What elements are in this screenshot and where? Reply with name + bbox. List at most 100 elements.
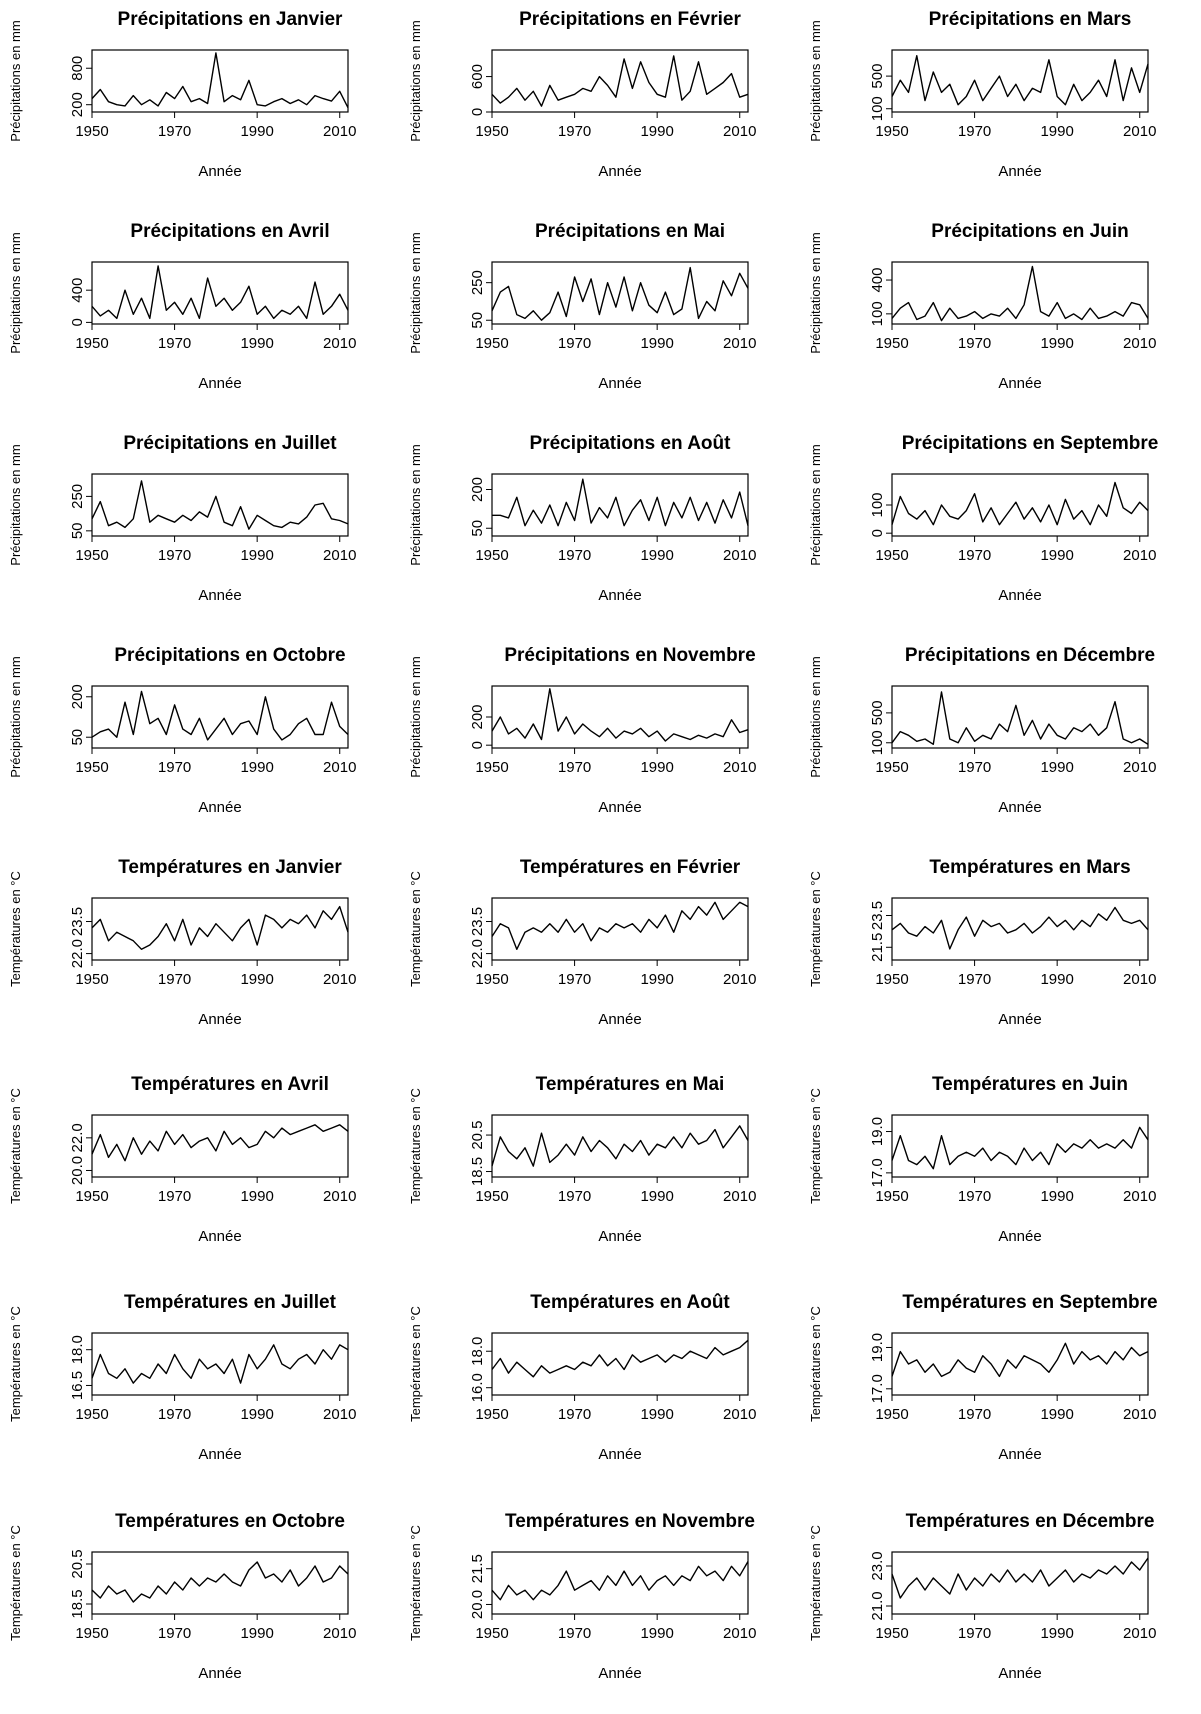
x-axis-label: Année: [598, 1011, 641, 1028]
x-tick-label: 1970: [558, 335, 591, 352]
y-tick-label: 500: [869, 700, 886, 725]
series-line: [891, 481, 1149, 526]
x-tick-label: 1990: [640, 123, 673, 140]
plot-frame: [891, 1332, 1149, 1396]
x-tick-label: 1970: [958, 759, 991, 776]
plot-frame: [891, 685, 1149, 749]
chart-svg: Précipitations en Novembre 1950 1970 1990 20…: [408, 645, 756, 816]
y-tick-label: 22.0: [69, 939, 86, 968]
x-tick-label: 2010: [1123, 123, 1156, 140]
chart-svg: Précipitations en Mars 1950 1970 1990 2010 10…: [808, 9, 1156, 180]
x-tick-label: 2010: [323, 1625, 356, 1642]
x-axis-label: Année: [598, 587, 641, 604]
series-line: [91, 1344, 349, 1384]
y-axis-label: Précipitations en mm: [8, 232, 23, 353]
y-axis-label: Précipitations en mm: [8, 656, 23, 777]
y-tick-label: 250: [69, 484, 86, 509]
y-axis-label: Précipitations en mm: [8, 444, 23, 565]
x-tick-label: 1970: [158, 759, 191, 776]
chart-title: Précipitations en Février: [519, 9, 741, 30]
plot-frame: [491, 1551, 749, 1615]
y-tick-label: 50: [69, 522, 86, 539]
x-tick-label: 1970: [558, 971, 591, 988]
x-tick-label: 1970: [158, 335, 191, 352]
x-tick-label: 1970: [158, 1406, 191, 1423]
y-tick-label: 50: [469, 520, 486, 537]
series-line: [91, 1124, 349, 1162]
y-tick-label: 19.0: [869, 1117, 886, 1146]
x-tick-label: 2010: [323, 547, 356, 564]
chart-title: Températures en Octobre: [115, 1511, 345, 1532]
chart-panel-11: Précipitations en Novembre 1950 1970 1990 20…: [400, 636, 800, 848]
chart-panel-16: Températures en Avril 1950 1970 1990 2010 20.…: [0, 1065, 400, 1277]
series-line: [891, 691, 1149, 746]
y-axis-label: Températures en °C: [8, 1088, 23, 1204]
x-tick-label: 1970: [558, 1625, 591, 1642]
chart-panel-7: Précipitations en Juillet 1950 1970 1990 201…: [0, 424, 400, 636]
chart-title: Températures en Juillet: [124, 1292, 337, 1313]
x-axis-label: Année: [598, 375, 641, 392]
chart-svg: Températures en Mai 1950 1970 1990 2010 18.5 2…: [408, 1074, 756, 1245]
plot-frame: [91, 261, 349, 325]
x-axis-label: Année: [198, 1446, 241, 1463]
y-tick-label: 100: [869, 96, 886, 121]
plot-frame: [891, 261, 1149, 325]
chart-panel-6: Précipitations en Juin 1950 1970 1990 2010 10…: [800, 212, 1200, 424]
x-tick-label: 1970: [158, 971, 191, 988]
x-tick-label: 1970: [958, 1406, 991, 1423]
x-tick-label: 1990: [640, 335, 673, 352]
chart-svg: Températures en Mars 1950 1970 1990 2010 21.5…: [808, 857, 1156, 1028]
y-axis-label: Températures en °C: [808, 1306, 823, 1422]
chart-panel-19: Températures en Juillet 1950 1970 1990 2010 1…: [0, 1283, 400, 1495]
x-tick-label: 1990: [1040, 971, 1073, 988]
y-tick-label: 500: [869, 64, 886, 89]
x-tick-label: 2010: [1123, 1625, 1156, 1642]
chart-title: Précipitations en Août: [530, 433, 732, 454]
chart-panel-22: Températures en Octobre 1950 1970 1990 2010 1…: [0, 1502, 400, 1714]
series-line: [891, 1342, 1149, 1378]
y-tick-label: 200: [69, 92, 86, 117]
x-axis-label: Année: [998, 163, 1041, 180]
x-tick-label: 1950: [75, 759, 108, 776]
y-axis-label: Précipitations en mm: [408, 656, 423, 777]
series-line: [891, 265, 1149, 322]
y-axis-label: Températures en °C: [808, 871, 823, 987]
x-tick-label: 1950: [75, 1406, 108, 1423]
chart-title: Précipitations en Janvier: [118, 9, 344, 30]
chart-title: Températures en Décembre: [906, 1511, 1155, 1532]
plot-frame: [91, 1551, 349, 1615]
chart-svg: Températures en Juin 1950 1970 1990 2010 17.0…: [808, 1074, 1156, 1245]
x-tick-label: 1950: [75, 123, 108, 140]
plot-frame: [891, 1551, 1149, 1615]
x-axis-label: Année: [198, 1228, 241, 1245]
y-axis-label: Précipitations en mm: [808, 656, 823, 777]
chart-svg: Températures en Août 1950 1970 1990 2010 16.0…: [408, 1292, 756, 1463]
y-tick-label: 100: [869, 301, 886, 326]
plot-frame: [491, 1114, 749, 1178]
x-tick-label: 2010: [723, 547, 756, 564]
x-tick-label: 1990: [1040, 1625, 1073, 1642]
x-axis-label: Année: [598, 163, 641, 180]
x-tick-label: 1990: [240, 759, 273, 776]
x-tick-label: 1950: [875, 547, 908, 564]
chart-title: Températures en Septembre: [902, 1292, 1157, 1313]
x-axis-label: Année: [598, 799, 641, 816]
y-tick-label: 800: [69, 56, 86, 81]
y-tick-label: 18.5: [469, 1157, 486, 1186]
chart-title: Températures en Avril: [131, 1074, 329, 1095]
chart-svg: Températures en Décembre 1950 1970 1990 2010…: [808, 1511, 1156, 1682]
x-tick-label: 2010: [723, 1625, 756, 1642]
chart-panel-1: Précipitations en Janvier 1950 1970 1990 201…: [0, 0, 400, 212]
y-tick-label: 22.0: [469, 939, 486, 968]
x-tick-label: 2010: [323, 759, 356, 776]
x-tick-label: 1970: [158, 1188, 191, 1205]
y-axis-label: Températures en °C: [408, 1088, 423, 1204]
x-tick-label: 2010: [723, 335, 756, 352]
x-axis-label: Année: [998, 1665, 1041, 1682]
x-axis-label: Année: [198, 587, 241, 604]
x-tick-label: 1970: [558, 759, 591, 776]
x-axis-label: Année: [998, 375, 1041, 392]
y-tick-label: 50: [469, 312, 486, 329]
x-tick-label: 1990: [240, 335, 273, 352]
x-tick-label: 1990: [240, 123, 273, 140]
